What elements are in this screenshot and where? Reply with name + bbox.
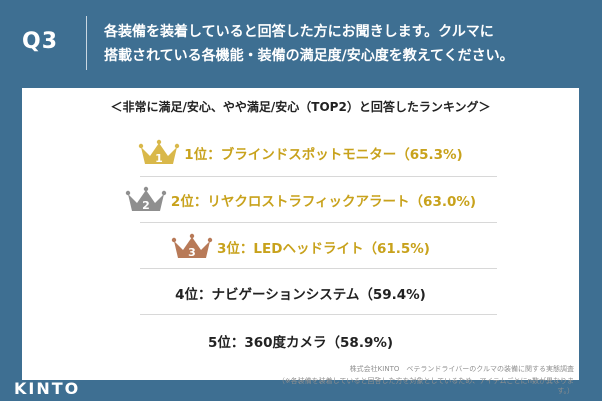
question-line-1: 各装備を装着していると回答した方にお聞きします。クルマに [104,24,494,40]
ranking-text: 3位：LEDヘッドライト（61.5%) [217,241,430,257]
question-line-2: 搭載されている各機能・装備の満足度/安心度を教えてください。 [104,48,514,64]
ranking-text: 4位：ナビゲーションシステム（59.4%) [175,287,426,303]
ranking-subtitle: ＜非常に満足/安心、やや満足/安心（TOP2）と回答したランキング＞ [110,100,491,114]
divider [140,176,497,177]
header-divider [86,16,87,70]
crown-number: 2 [142,199,150,212]
ranking-text: 5位：360度カメラ（58.9%) [207,335,394,351]
divider [140,314,497,315]
source-note: 株式会社KINTO ベテランドライバーのクルマの装備に関する実態調査 [349,365,574,373]
crown-number: 1 [155,152,163,165]
ranking-item-4: 4位：ナビゲーションシステム（59.4%) [22,276,579,310]
question-header: Q3 各装備を装着していると回答した方にお聞きします。クルマに 搭載されている各… [0,0,602,88]
silver-crown-icon: 2 [125,186,167,212]
question-label: Q3 [22,29,59,54]
ranking-item-5: 5位：360度カメラ（58.9%) [22,324,579,358]
bronze-crown-icon: 3 [171,233,213,259]
ranking-card: ＜非常に満足/安心、やや満足/安心（TOP2）と回答したランキング＞ 1 1位：… [22,88,579,380]
gold-crown-icon: 1 [139,139,180,165]
sample-note: （※各装備を装着していると回答した方を対象としているため、アイテムごとにn数が異… [277,377,574,395]
divider [140,268,497,269]
crown-number: 3 [188,246,196,259]
question-text: 各装備を装着していると回答した方にお聞きします。クルマに 搭載されている各機能・… [104,20,584,68]
ranking-item-3: 3 3位：LEDヘッドライト（61.5%) [22,230,579,264]
ranking-text: 2位：リヤクロストラフィックアラート（63.0%) [170,194,477,210]
ranking-item-2: 2 2位：リヤクロストラフィックアラート（63.0%) [22,183,579,217]
ranking-item-1: 1 1位：ブラインドスポットモニター（65.3%) [22,136,579,170]
ranking-text: 1位：ブラインドスポットモニター（65.3%) [184,147,463,163]
divider [140,222,497,223]
kinto-logo: KINTO [14,379,81,398]
